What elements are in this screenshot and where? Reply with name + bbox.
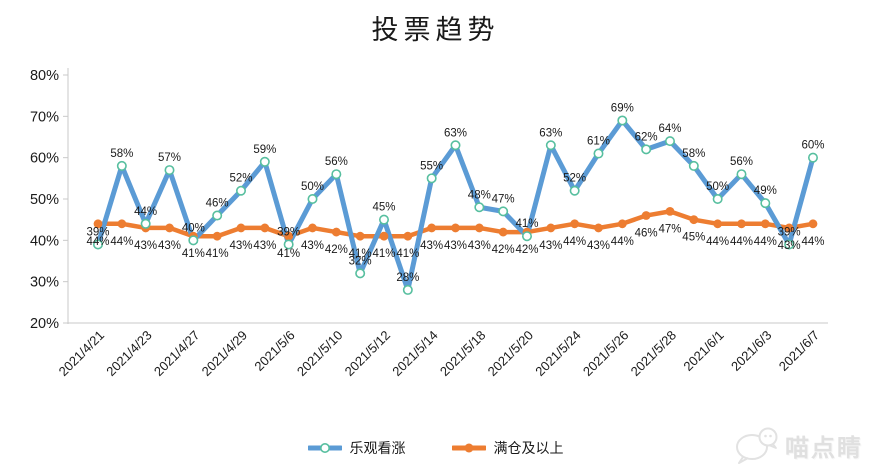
svg-text:44%: 44%: [706, 236, 729, 248]
svg-text:50%: 50%: [30, 192, 59, 208]
svg-text:49%: 49%: [754, 185, 777, 197]
full-position-line-marker-icon: [451, 443, 486, 453]
svg-text:41%: 41%: [396, 248, 419, 260]
svg-text:44%: 44%: [563, 236, 586, 248]
svg-text:42%: 42%: [492, 244, 515, 256]
legend-item-full-position[interactable]: 满仓及以上: [451, 438, 564, 458]
bullish-line-marker-icon: [307, 443, 342, 453]
svg-text:39%: 39%: [86, 226, 109, 238]
svg-text:62%: 62%: [635, 131, 658, 143]
svg-text:32%: 32%: [349, 255, 372, 267]
svg-text:48%: 48%: [468, 189, 491, 201]
svg-text:44%: 44%: [801, 236, 824, 248]
svg-text:2021/6/7: 2021/6/7: [776, 328, 822, 374]
svg-text:2021/5/6: 2021/5/6: [251, 328, 297, 374]
svg-text:42%: 42%: [325, 244, 348, 256]
svg-text:41%: 41%: [372, 248, 395, 260]
svg-text:2021/5/10: 2021/5/10: [294, 328, 346, 380]
svg-text:60%: 60%: [30, 151, 59, 167]
cat-bubble-logo-icon: [736, 427, 778, 464]
svg-text:43%: 43%: [229, 240, 252, 252]
svg-text:43%: 43%: [468, 240, 491, 252]
svg-text:40%: 40%: [30, 233, 59, 249]
svg-text:2021/5/26: 2021/5/26: [580, 328, 632, 380]
svg-text:43%: 43%: [539, 240, 562, 252]
svg-text:58%: 58%: [110, 148, 133, 160]
svg-text:50%: 50%: [706, 181, 729, 193]
legend-label-bullish: 乐观看涨: [349, 440, 406, 456]
svg-text:41%: 41%: [182, 248, 205, 260]
svg-text:55%: 55%: [420, 160, 443, 172]
svg-text:44%: 44%: [611, 236, 634, 248]
svg-text:45%: 45%: [682, 232, 705, 244]
svg-text:2021/4/29: 2021/4/29: [199, 328, 251, 380]
svg-text:43%: 43%: [778, 240, 801, 252]
svg-text:43%: 43%: [587, 240, 610, 252]
svg-text:43%: 43%: [420, 240, 443, 252]
svg-text:43%: 43%: [444, 240, 467, 252]
svg-text:43%: 43%: [301, 240, 324, 252]
svg-text:63%: 63%: [444, 127, 467, 139]
svg-text:2021/6/3: 2021/6/3: [728, 328, 774, 374]
svg-text:2021/5/14: 2021/5/14: [389, 328, 441, 380]
svg-text:47%: 47%: [658, 223, 681, 235]
svg-text:2021/5/20: 2021/5/20: [485, 328, 537, 380]
svg-text:40%: 40%: [182, 222, 205, 234]
svg-text:64%: 64%: [658, 123, 681, 135]
svg-text:28%: 28%: [396, 272, 419, 284]
svg-text:41%: 41%: [349, 248, 372, 260]
svg-text:58%: 58%: [682, 148, 705, 160]
svg-text:39%: 39%: [277, 226, 300, 238]
svg-text:2021/4/23: 2021/4/23: [103, 328, 155, 380]
svg-text:47%: 47%: [492, 193, 515, 205]
svg-text:44%: 44%: [754, 236, 777, 248]
svg-text:43%: 43%: [158, 240, 181, 252]
svg-text:56%: 56%: [730, 156, 753, 168]
svg-text:2021/5/12: 2021/5/12: [342, 328, 394, 380]
svg-text:41%: 41%: [277, 248, 300, 260]
svg-text:61%: 61%: [587, 136, 610, 148]
svg-text:41%: 41%: [515, 218, 538, 230]
svg-text:2021/5/28: 2021/5/28: [628, 328, 680, 380]
svg-text:63%: 63%: [539, 127, 562, 139]
svg-text:59%: 59%: [253, 144, 276, 156]
svg-text:44%: 44%: [86, 236, 109, 248]
svg-text:43%: 43%: [253, 240, 276, 252]
svg-text:39%: 39%: [778, 226, 801, 238]
svg-text:2021/5/24: 2021/5/24: [532, 328, 584, 380]
svg-text:43%: 43%: [134, 240, 157, 252]
svg-text:2021/5/18: 2021/5/18: [437, 328, 489, 380]
chart-legend: 乐观看涨 满仓及以上: [0, 438, 871, 458]
svg-text:2021/6/1: 2021/6/1: [680, 328, 726, 374]
legend-label-full-position: 满仓及以上: [493, 440, 564, 456]
svg-text:60%: 60%: [801, 140, 824, 152]
svg-text:70%: 70%: [30, 109, 59, 125]
svg-text:46%: 46%: [206, 198, 229, 210]
svg-text:50%: 50%: [301, 181, 324, 193]
svg-text:46%: 46%: [635, 228, 658, 240]
chart-title: 投票趋势: [371, 15, 500, 45]
svg-text:44%: 44%: [730, 236, 753, 248]
svg-text:80%: 80%: [30, 68, 59, 84]
svg-text:2021/4/27: 2021/4/27: [151, 328, 203, 380]
svg-text:20%: 20%: [30, 316, 59, 332]
svg-text:44%: 44%: [134, 206, 157, 218]
svg-text:69%: 69%: [611, 102, 634, 114]
svg-text:45%: 45%: [372, 202, 395, 214]
svg-text:56%: 56%: [325, 156, 348, 168]
svg-text:30%: 30%: [30, 275, 59, 291]
svg-text:44%: 44%: [110, 236, 133, 248]
legend-item-bullish[interactable]: 乐观看涨: [307, 438, 406, 458]
svg-text:57%: 57%: [158, 152, 181, 164]
watermark-text: 喵点睛: [785, 434, 863, 462]
svg-text:2021/4/21: 2021/4/21: [56, 328, 108, 380]
svg-text:52%: 52%: [229, 173, 252, 185]
watermark: 喵点睛: [733, 426, 863, 464]
svg-text:41%: 41%: [206, 248, 229, 260]
svg-text:42%: 42%: [515, 244, 538, 256]
svg-text:52%: 52%: [563, 173, 586, 185]
